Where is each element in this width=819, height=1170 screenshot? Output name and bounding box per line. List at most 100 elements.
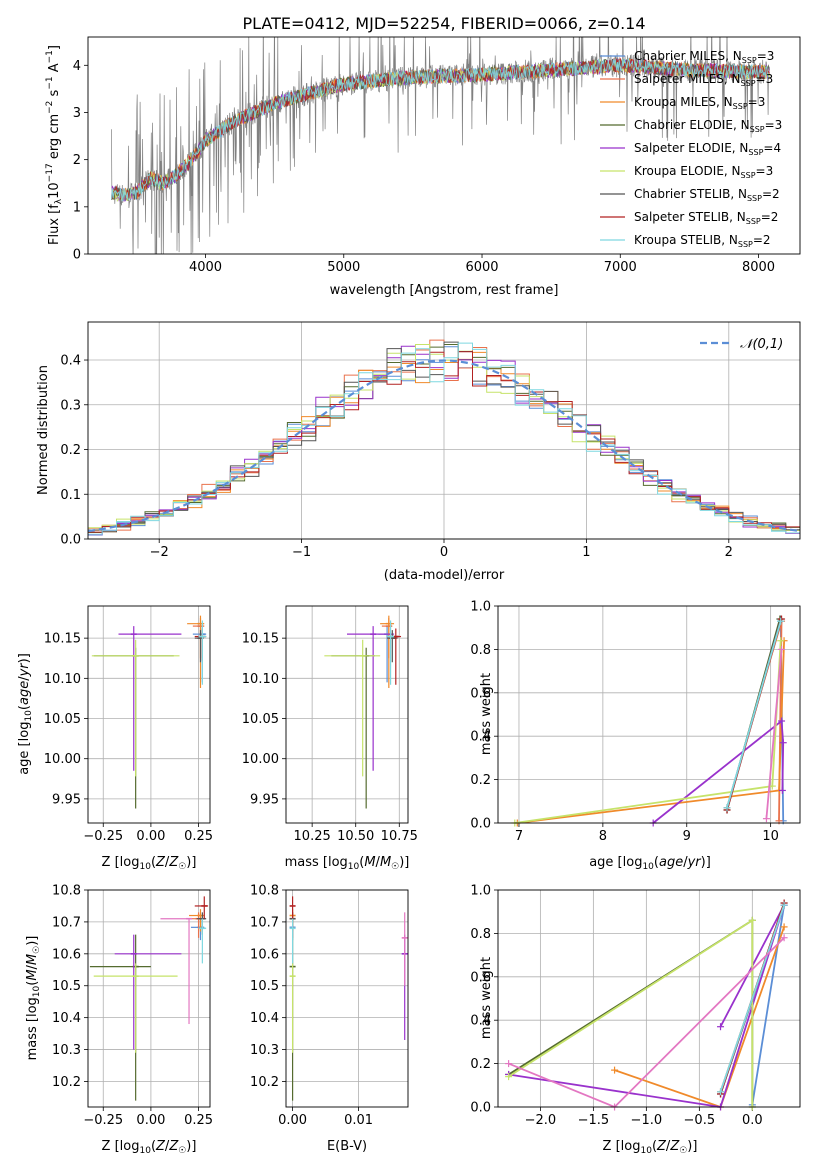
y-tick-label: 0.2 bbox=[60, 443, 81, 458]
x-tick-label: −0.25 bbox=[83, 829, 123, 844]
x-tick-label: −1 bbox=[292, 545, 311, 560]
x-tick-label: 10.75 bbox=[381, 829, 418, 844]
legend-entry: Kroupa ELODIE, NSSP=3 bbox=[634, 164, 773, 180]
y-tick-label: 10.05 bbox=[242, 712, 279, 727]
reference-legend-label: 𝒩(0,1) bbox=[740, 337, 783, 352]
legend-entry: Kroupa MILES, NSSP=3 bbox=[634, 95, 765, 111]
legend-entry: Salpeter ELODIE, NSSP=4 bbox=[634, 141, 781, 157]
y-tick-label: 10.8 bbox=[52, 884, 81, 899]
y-tick-label: 1.0 bbox=[470, 884, 491, 899]
axes-frame bbox=[87, 605, 211, 824]
y-tick-label: 0.0 bbox=[470, 1101, 491, 1116]
axes-frame bbox=[497, 605, 801, 824]
legend-entry: Chabrier MILES, NSSP=3 bbox=[634, 49, 774, 65]
weight-vs-metallicity-panel: −2.0 −1.5 −1.0 −0.5 0.0 0.0 0.2 0.4 0.6 0.8 1.0 bbox=[470, 884, 801, 1128]
y-tick-label: 10.7 bbox=[250, 915, 279, 930]
y-tick-label: 10.05 bbox=[44, 712, 81, 727]
weight-line bbox=[726, 620, 782, 809]
y-tick-label: 0.3 bbox=[60, 398, 81, 413]
y-tick-label: 10.10 bbox=[44, 672, 81, 687]
massZ-xlabel: Z [log10(Z/Z☉)] bbox=[102, 1139, 197, 1156]
y-tick-label: 0.2 bbox=[470, 1057, 491, 1072]
residual-xlabel: (data-model)/error bbox=[384, 568, 505, 583]
axes-frame bbox=[87, 889, 211, 1108]
age-vs-mass-panel: 10.25 10.50 10.75 9.95 10.00 10.05 10.10 10.15 bbox=[242, 605, 418, 844]
y-tick-label: 10.6 bbox=[52, 947, 81, 962]
residual-ylabel: Normed distribution bbox=[36, 365, 51, 495]
y-tick-label: 0 bbox=[73, 248, 81, 263]
y-tick-label: 0.8 bbox=[470, 643, 491, 658]
y-tick-label: 1 bbox=[73, 200, 81, 215]
legend-entry: Salpeter MILES, NSSP=3 bbox=[634, 72, 773, 88]
x-tick-label: 6000 bbox=[465, 260, 498, 275]
y-tick-label: 10.15 bbox=[44, 632, 81, 647]
weight-line bbox=[652, 719, 785, 824]
y-tick-label: 9.95 bbox=[250, 792, 279, 807]
x-tick-label: 4000 bbox=[189, 260, 222, 275]
x-tick-label: 0 bbox=[440, 545, 448, 560]
y-tick-label: 1.0 bbox=[470, 600, 491, 615]
y-tick-label: 0.1 bbox=[60, 488, 81, 503]
y-tick-label: 0.8 bbox=[470, 927, 491, 942]
x-tick-label: 10.50 bbox=[337, 829, 374, 844]
spectrum-xlabel: wavelength [Angstrom, rest frame] bbox=[330, 283, 559, 298]
y-tick-label: 0.4 bbox=[60, 354, 81, 369]
spectrum-legend: Chabrier MILES, NSSP=3 Salpeter MILES, NS… bbox=[600, 49, 782, 249]
x-tick-label: −1.5 bbox=[578, 1113, 610, 1128]
y-tick-label: 0.4 bbox=[470, 730, 491, 745]
y-tick-label: 2 bbox=[73, 153, 81, 168]
y-tick-label: 9.95 bbox=[52, 792, 81, 807]
legend-entry: Chabrier STELIB, NSSP=2 bbox=[634, 187, 780, 203]
x-tick-label: −1.0 bbox=[631, 1113, 663, 1128]
y-tick-label: 10.7 bbox=[52, 915, 81, 930]
axes-frame bbox=[87, 36, 801, 255]
wZ-xlabel: Z [log10(Z/Z☉)] bbox=[603, 1139, 698, 1156]
x-tick-label: −0.5 bbox=[684, 1113, 716, 1128]
normal-reference-curve bbox=[87, 359, 801, 533]
y-tick-label: 0.6 bbox=[470, 970, 491, 985]
y-tick-label: 0.6 bbox=[470, 686, 491, 701]
spectrum-ylabel: Flux [fλ10−17 erg cm−2 s−1 A−1] bbox=[45, 45, 64, 245]
residual-histogram-8 bbox=[88, 342, 800, 535]
y-tick-label: 0.0 bbox=[60, 533, 81, 548]
x-tick-label: 5000 bbox=[327, 260, 360, 275]
y-tick-label: 0.2 bbox=[470, 773, 491, 788]
x-tick-label: 7 bbox=[515, 829, 523, 844]
mass-vs-metallicity-panel: −0.25 0.00 0.25 10.2 10.3 10.4 10.5 10.6 10.7 10.… bbox=[52, 884, 213, 1129]
ageM-xlabel: mass [log10(M/M☉)] bbox=[285, 855, 410, 872]
y-tick-label: 10.6 bbox=[250, 947, 279, 962]
residual-histogram-panel: −2 −1 0 1 2 0.0 0.1 0.2 0.3 0.4 𝒩(0,1) bbox=[60, 321, 801, 560]
x-tick-label: 0.0 bbox=[742, 1113, 763, 1128]
weight-vs-age-panel: 7 8 9 10 0.0 0.2 0.4 0.6 0.8 1.0 bbox=[470, 600, 801, 844]
ageZ-ylabel: age [log10(age/yr)] bbox=[17, 653, 34, 775]
x-tick-label: 2 bbox=[725, 545, 733, 560]
axes-frame bbox=[87, 321, 801, 540]
y-tick-label: 0.0 bbox=[470, 817, 491, 832]
y-tick-label: 4 bbox=[73, 59, 81, 74]
y-tick-label: 10.3 bbox=[250, 1043, 279, 1058]
x-tick-label: −2.0 bbox=[525, 1113, 557, 1128]
ageZ-xlabel: Z [log10(Z/Z☉)] bbox=[102, 855, 197, 872]
massE-xlabel: E(B-V) bbox=[327, 1139, 367, 1154]
legend-entry: Salpeter STELIB, NSSP=2 bbox=[634, 210, 778, 226]
x-tick-label: 1 bbox=[582, 545, 590, 560]
model-spectrum-8 bbox=[111, 57, 770, 202]
x-tick-label: 10 bbox=[762, 829, 779, 844]
y-tick-label: 10.8 bbox=[250, 884, 279, 899]
age-vs-metallicity-panel: −0.25 0.00 0.25 9.95 10.00 10.05 10.10 10.15 bbox=[44, 605, 213, 844]
x-tick-label: 10.25 bbox=[294, 829, 331, 844]
wZ-ylabel: mass weight bbox=[479, 957, 494, 1039]
x-tick-label: 8000 bbox=[742, 260, 775, 275]
x-tick-label: 0.00 bbox=[136, 1113, 165, 1128]
x-tick-label: 0.25 bbox=[184, 829, 213, 844]
legend-entry: Chabrier ELODIE, NSSP=3 bbox=[634, 118, 782, 134]
x-tick-label: 8 bbox=[599, 829, 607, 844]
y-tick-label: 10.4 bbox=[250, 1011, 279, 1026]
x-tick-label: −0.25 bbox=[83, 1113, 123, 1128]
x-tick-label: 7000 bbox=[604, 260, 637, 275]
y-tick-label: 10.2 bbox=[250, 1075, 279, 1090]
x-tick-label: 0.01 bbox=[344, 1113, 373, 1128]
legend-entry: Kroupa STELIB, NSSP=2 bbox=[634, 233, 771, 249]
x-tick-label: 9 bbox=[683, 829, 691, 844]
